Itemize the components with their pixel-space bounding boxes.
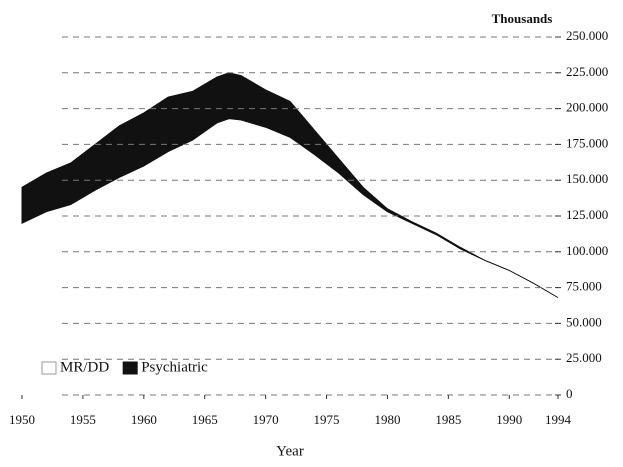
x-tick-label: 1990 [496, 412, 522, 427]
y-unit-label: Thousands [492, 11, 553, 26]
x-tick-label: 1975 [314, 412, 340, 427]
legend-swatch [41, 361, 57, 375]
y-tick-label: 175.000 [566, 135, 608, 150]
y-tick-label: 225.000 [566, 64, 608, 79]
y-tick-label: 25.000 [566, 350, 602, 365]
x-tick-label: 1980 [374, 412, 400, 427]
legend-label: MR/DD [60, 359, 109, 375]
x-tick-label: 1965 [192, 412, 218, 427]
area [21, 72, 559, 299]
y-tick-label: 75.000 [566, 279, 602, 294]
y-tick-label: 0 [566, 386, 573, 401]
x-tick-label: 1960 [131, 412, 157, 427]
x-axis-label: Year [276, 443, 304, 459]
x-tick-label: 1970 [253, 412, 279, 427]
x-tick-label: 1994 [545, 412, 572, 427]
y-tick-label: 125.000 [566, 207, 608, 222]
x-tick-label: 1955 [70, 412, 96, 427]
y-tick-label: 200.000 [566, 100, 608, 115]
legend-swatch [122, 361, 138, 375]
x-tick-label: 1985 [435, 412, 461, 427]
y-tick-label: 50.000 [566, 314, 602, 329]
y-tick-label: 100.000 [566, 243, 608, 258]
x-tick-label: 1950 [9, 412, 35, 427]
area [22, 118, 558, 396]
y-tick-label: 250.000 [566, 28, 608, 43]
y-tick-label: 150.000 [566, 171, 608, 186]
legend-label: Psychiatric [141, 359, 208, 375]
